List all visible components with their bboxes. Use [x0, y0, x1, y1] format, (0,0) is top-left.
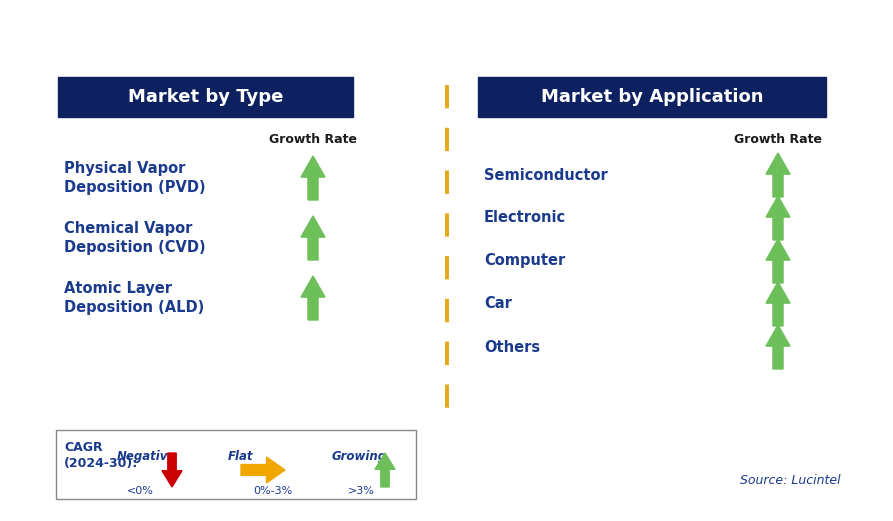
Polygon shape	[766, 239, 790, 283]
FancyBboxPatch shape	[56, 430, 416, 499]
FancyBboxPatch shape	[478, 77, 826, 117]
Text: Chemical Vapor
Deposition (CVD): Chemical Vapor Deposition (CVD)	[64, 221, 205, 255]
Text: 0%-3%: 0%-3%	[254, 486, 293, 496]
Polygon shape	[766, 196, 790, 240]
Text: Source: Lucintel: Source: Lucintel	[739, 474, 840, 487]
Text: Market by Application: Market by Application	[541, 88, 764, 106]
Text: CAGR: CAGR	[64, 441, 103, 454]
Polygon shape	[301, 216, 325, 260]
Text: Others: Others	[484, 340, 540, 354]
Text: >3%: >3%	[347, 486, 374, 496]
Text: <0%: <0%	[127, 486, 154, 496]
Polygon shape	[766, 153, 790, 197]
FancyBboxPatch shape	[58, 77, 353, 117]
Polygon shape	[766, 282, 790, 326]
Text: Computer: Computer	[484, 254, 565, 268]
Text: Market by Type: Market by Type	[128, 88, 283, 106]
Polygon shape	[375, 453, 395, 487]
Text: Growth Rate: Growth Rate	[269, 133, 357, 146]
Polygon shape	[241, 457, 285, 483]
Text: Electronic: Electronic	[484, 210, 566, 226]
Polygon shape	[301, 276, 325, 320]
Text: Growing: Growing	[331, 450, 387, 463]
Polygon shape	[162, 453, 182, 487]
Text: Car: Car	[484, 296, 512, 312]
Polygon shape	[766, 325, 790, 369]
Text: Growth Rate: Growth Rate	[734, 133, 822, 146]
Text: Negative: Negative	[116, 450, 176, 463]
Text: Physical Vapor
Deposition (PVD): Physical Vapor Deposition (PVD)	[64, 161, 205, 195]
Text: (2024-30):: (2024-30):	[64, 457, 138, 470]
Text: Atomic Layer
Deposition (ALD): Atomic Layer Deposition (ALD)	[64, 281, 204, 315]
Text: Flat: Flat	[229, 450, 254, 463]
Text: Semiconductor: Semiconductor	[484, 167, 608, 182]
Polygon shape	[301, 156, 325, 200]
